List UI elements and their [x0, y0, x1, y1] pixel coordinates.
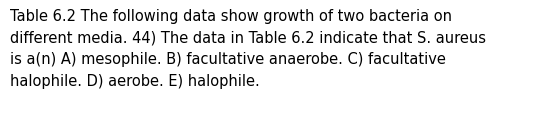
Text: Table 6.2 The following data show growth of two bacteria on
different media. 44): Table 6.2 The following data show growth… — [10, 9, 486, 89]
